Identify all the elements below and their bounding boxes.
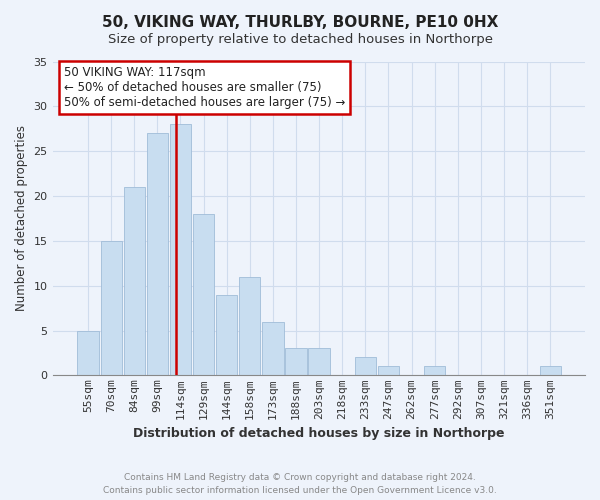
Text: Size of property relative to detached houses in Northorpe: Size of property relative to detached ho…: [107, 32, 493, 46]
Bar: [262, 322, 284, 376]
Bar: [424, 366, 445, 376]
Bar: [539, 366, 561, 376]
Bar: [193, 214, 214, 376]
Bar: [355, 358, 376, 376]
Text: 50, VIKING WAY, THURLBY, BOURNE, PE10 0HX: 50, VIKING WAY, THURLBY, BOURNE, PE10 0H…: [102, 15, 498, 30]
Bar: [216, 294, 238, 376]
Bar: [378, 366, 399, 376]
Y-axis label: Number of detached properties: Number of detached properties: [15, 126, 28, 312]
Bar: [239, 276, 260, 376]
Text: 50 VIKING WAY: 117sqm
← 50% of detached houses are smaller (75)
50% of semi-deta: 50 VIKING WAY: 117sqm ← 50% of detached …: [64, 66, 345, 109]
Bar: [170, 124, 191, 376]
Bar: [147, 133, 168, 376]
Bar: [308, 348, 330, 376]
Bar: [77, 330, 98, 376]
Bar: [101, 241, 122, 376]
Bar: [286, 348, 307, 376]
X-axis label: Distribution of detached houses by size in Northorpe: Distribution of detached houses by size …: [133, 427, 505, 440]
Text: Contains HM Land Registry data © Crown copyright and database right 2024.
Contai: Contains HM Land Registry data © Crown c…: [103, 474, 497, 495]
Bar: [124, 187, 145, 376]
